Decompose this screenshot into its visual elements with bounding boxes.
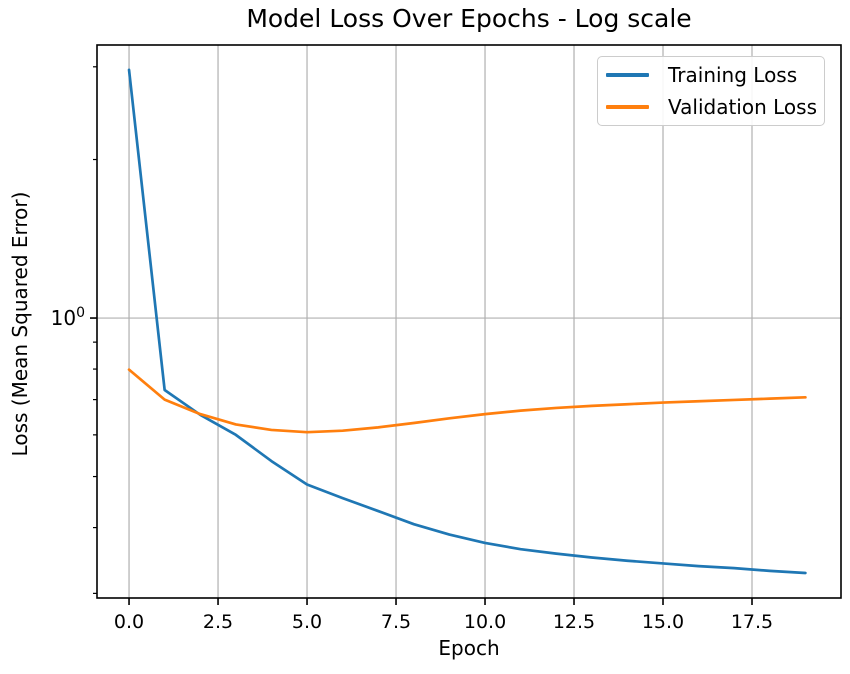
- legend-label: Training Loss: [668, 63, 798, 87]
- x-tick-label: 17.5: [731, 611, 773, 633]
- chart-title: Model Loss Over Epochs - Log scale: [246, 4, 692, 33]
- x-tick-label: 5.0: [292, 611, 322, 633]
- legend-item-validation: Validation Loss: [606, 93, 824, 121]
- training-loss-line: [127, 68, 807, 575]
- legend: Training Loss Validation Loss: [597, 56, 825, 126]
- y-axis-label: Loss (Mean Squared Error): [8, 191, 32, 457]
- legend-label: Validation Loss: [668, 95, 817, 119]
- x-tick-label: 12.5: [553, 611, 595, 633]
- x-tick-label: 10.0: [464, 611, 506, 633]
- training-loss-line-icon: [606, 73, 649, 77]
- x-tick-label: 2.5: [203, 611, 233, 633]
- validation-loss-line-icon: [606, 105, 649, 109]
- validation-loss-line: [127, 368, 807, 434]
- x-tick-label: 7.5: [381, 611, 411, 633]
- legend-item-training: Training Loss: [606, 61, 824, 89]
- x-tick-label: 15.0: [642, 611, 684, 633]
- y-tick-label: 100: [51, 305, 85, 330]
- x-axis-label: Epoch: [438, 636, 500, 660]
- axes-spines: [96, 44, 842, 599]
- x-tick-label: 0.0: [114, 611, 144, 633]
